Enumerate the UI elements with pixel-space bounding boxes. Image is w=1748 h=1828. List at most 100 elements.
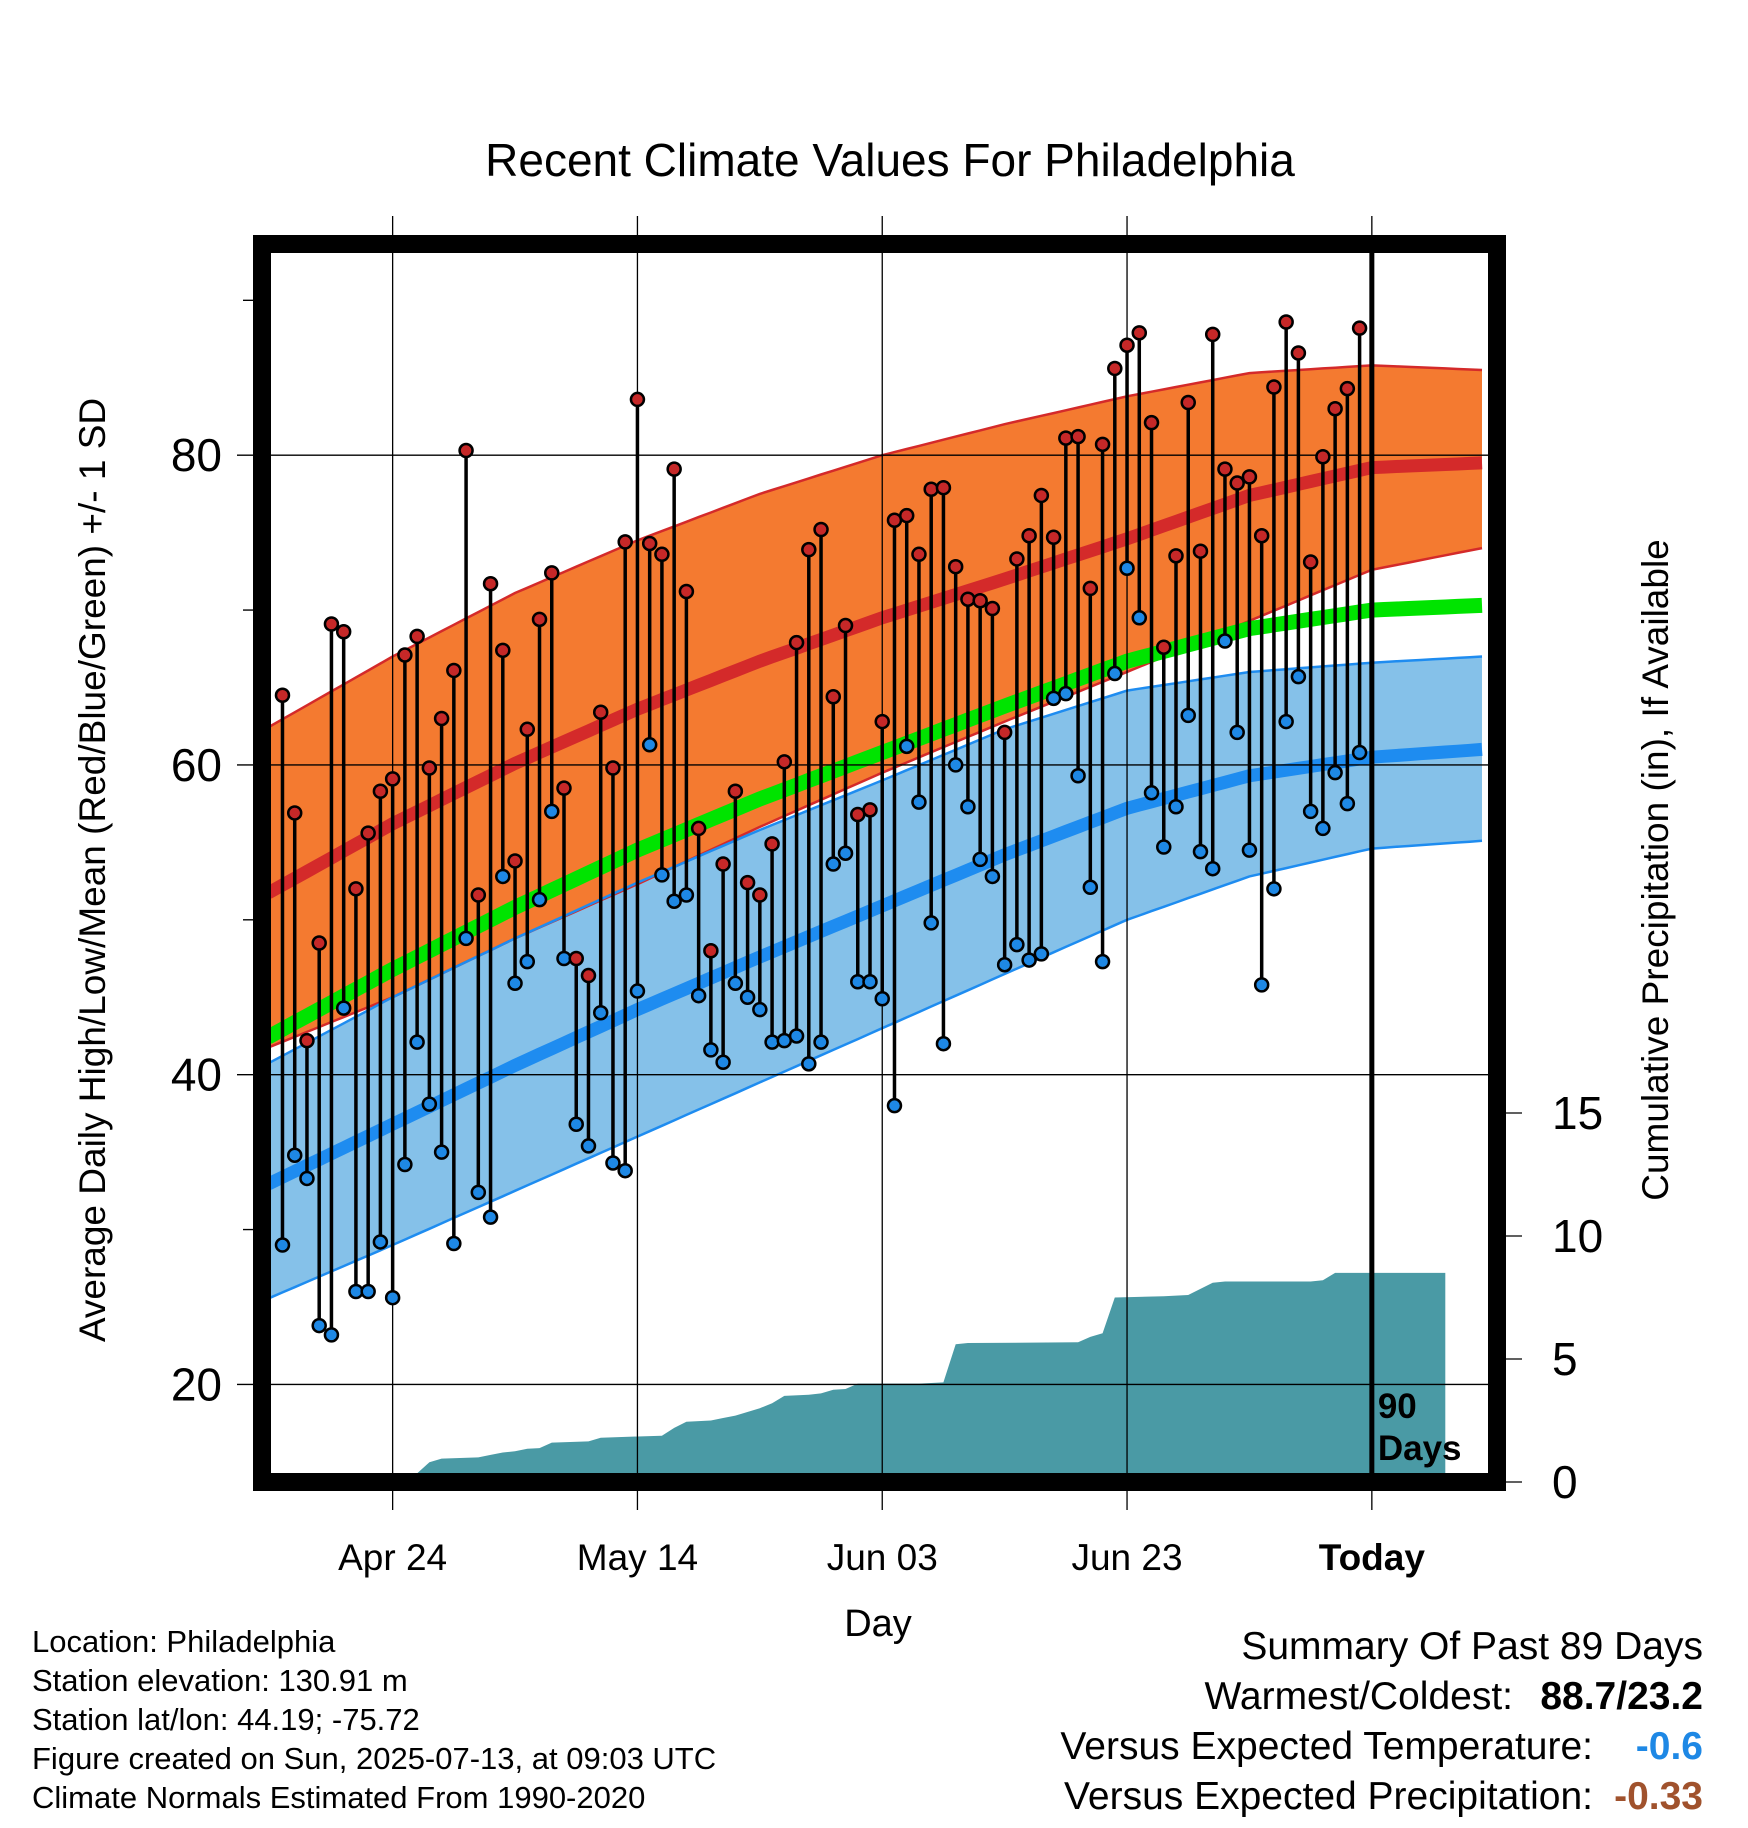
- daily-low-point: [372, 1234, 389, 1250]
- daily-low-point: [690, 987, 707, 1004]
- daily-low-point: [935, 1035, 952, 1052]
- daily-high-point: [923, 481, 939, 498]
- daily-high-point: [544, 565, 560, 581]
- daily-high-point: [592, 704, 609, 721]
- x-tick-label: May 14: [577, 1537, 698, 1578]
- normals-text: Climate Normals Estimated From 1990-2020: [32, 1780, 646, 1815]
- daily-low-point: [299, 1170, 315, 1187]
- daily-low-point: [984, 868, 1001, 885]
- daily-high-point: [898, 507, 915, 524]
- daily-high-point: [666, 461, 682, 477]
- daily-low-point: [1302, 803, 1319, 820]
- daily-high-point: [421, 760, 438, 776]
- daily-low-point: [1107, 665, 1123, 682]
- warmest-coldest-label: Warmest/Coldest:: [1204, 1675, 1513, 1718]
- daily-low-point: [360, 1283, 376, 1300]
- y2-tick-label: 5: [1552, 1333, 1578, 1385]
- daily-high-point: [372, 783, 389, 800]
- daily-low-point: [531, 891, 548, 908]
- daily-low-point: [458, 930, 474, 947]
- daily-high-point: [397, 647, 413, 663]
- daily-high-point: [446, 662, 462, 679]
- precip-departure-value: -0.33: [1614, 1775, 1703, 1818]
- plot-frame: [253, 235, 1506, 1491]
- daily-low-point: [1241, 842, 1258, 858]
- chart-title: Recent Climate Values For Philadelphia: [485, 134, 1295, 186]
- daily-low-point: [1327, 764, 1343, 781]
- daily-low-point: [862, 974, 878, 990]
- daily-high-point: [299, 1032, 315, 1049]
- daily-high-point: [1315, 448, 1331, 465]
- daily-high-point: [654, 546, 670, 563]
- high-sd-upper-line: [263, 364, 1483, 728]
- daily-low-point: [605, 1155, 621, 1171]
- daily-high-point: [311, 935, 327, 951]
- y-tick-label: 20: [171, 1358, 222, 1410]
- daily-high-point: [1058, 430, 1074, 446]
- daily-high-point: [360, 825, 376, 841]
- daily-high-point: [690, 820, 707, 837]
- daily-high-point: [1131, 325, 1148, 341]
- daily-low-point: [813, 1034, 829, 1050]
- daily-high-point: [935, 479, 952, 496]
- daily-high-point: [409, 628, 425, 645]
- x-tick-label: Jun 23: [1071, 1537, 1182, 1578]
- daily-high-point: [495, 642, 511, 659]
- created-text: Figure created on Sun, 2025-07-13, at 09…: [32, 1741, 717, 1776]
- elevation-text: Station elevation: 130.91 m: [32, 1663, 408, 1698]
- daily-low-point: [666, 893, 682, 909]
- daily-high-point: [1119, 337, 1135, 353]
- daily-low-point: [323, 1327, 340, 1343]
- daily-high-point: [1278, 314, 1294, 330]
- summary-panel: Summary Of Past 89 Days Warmest/Coldest:…: [1060, 1622, 1703, 1822]
- daily-high-point: [1180, 394, 1196, 411]
- daily-low-point: [1253, 977, 1270, 993]
- daily-high-point: [1094, 436, 1111, 453]
- today-days-number: 90: [1378, 1387, 1417, 1426]
- daily-low-point: [886, 1097, 903, 1114]
- daily-low-point: [335, 1000, 352, 1016]
- daily-high-point: [825, 689, 842, 705]
- daily-high-point: [433, 710, 450, 727]
- daily-low-point: [739, 989, 756, 1005]
- daily-low-point: [1156, 839, 1172, 855]
- daily-high-point: [996, 724, 1013, 741]
- daily-high-point: [703, 943, 719, 959]
- daily-low-point: [433, 1144, 450, 1160]
- daily-high-point: [1143, 414, 1160, 431]
- precip-departure-label: Versus Expected Precipitation:: [1064, 1775, 1593, 1818]
- daily-high-point: [752, 887, 768, 903]
- daily-low-point: [1192, 843, 1209, 860]
- daily-low-point: [678, 887, 695, 903]
- daily-high-point: [1204, 326, 1221, 343]
- precip-area: [270, 1272, 1446, 1482]
- daily-low-point: [1058, 685, 1074, 702]
- daily-high-point: [641, 535, 658, 552]
- daily-high-point: [837, 617, 854, 634]
- daily-high-point: [960, 591, 976, 607]
- daily-high-point: [739, 874, 756, 891]
- x-tick-label: Apr 24: [338, 1537, 447, 1578]
- daily-low-point: [923, 915, 939, 931]
- high-normal-line: [263, 456, 1483, 899]
- daily-high-point: [715, 856, 731, 872]
- daily-low-point: [874, 991, 890, 1007]
- daily-high-point: [1033, 487, 1050, 504]
- daily-high-point: [1327, 400, 1343, 417]
- temp-departure-label: Versus Expected Temperature:: [1060, 1725, 1593, 1768]
- daily-high-point: [286, 805, 303, 821]
- daily-low-point: [286, 1147, 303, 1163]
- daily-low-point: [960, 798, 976, 815]
- daily-high-point: [348, 881, 364, 897]
- daily-low-point: [1278, 713, 1294, 730]
- warmest-coldest-value: 88.7/23.2: [1540, 1675, 1703, 1718]
- daily-low-point: [1229, 724, 1245, 741]
- daily-high-point: [556, 780, 572, 796]
- daily-low-point: [752, 1001, 768, 1018]
- x-tick-label: Today: [1319, 1537, 1426, 1578]
- daily-low-point: [421, 1096, 438, 1112]
- daily-low-point: [1217, 633, 1233, 649]
- daily-low-point: [1339, 795, 1356, 812]
- daily-low-point: [397, 1156, 413, 1173]
